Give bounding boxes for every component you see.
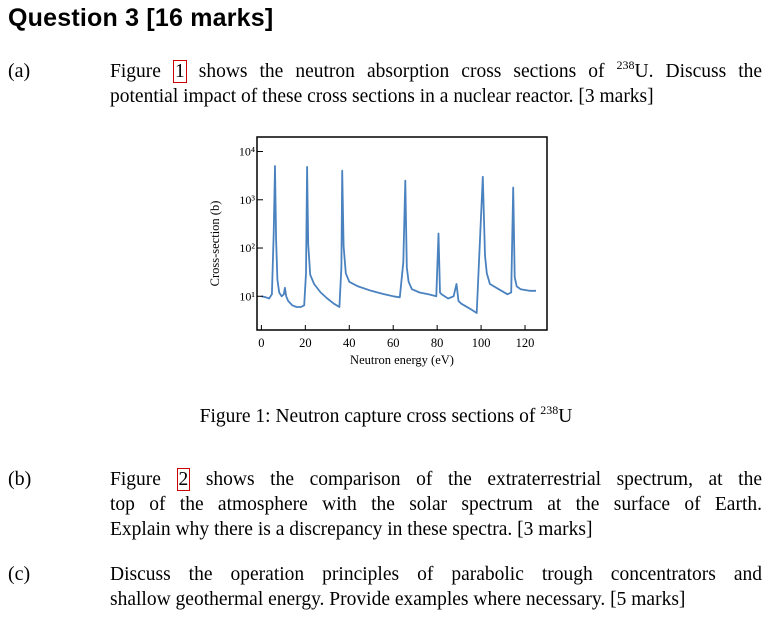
figure-1-caption: Figure 1: Neutron capture cross sections… bbox=[0, 403, 772, 428]
x-axis-label: Neutron energy (eV) bbox=[350, 353, 454, 367]
x-tick-label: 60 bbox=[387, 336, 400, 350]
part-a-label: (a) bbox=[8, 60, 31, 82]
part-c-text: Discuss the operation principles of para… bbox=[110, 562, 762, 612]
x-tick-label: 100 bbox=[472, 336, 491, 350]
part-b-line-1-end: shows the comparison of the extraterrest… bbox=[205, 469, 762, 490]
part-b-label: (b) bbox=[8, 468, 32, 490]
caption-element: U bbox=[558, 406, 573, 427]
part-a-line-1-middle: shows the neutron absorption cross secti… bbox=[198, 61, 605, 82]
part-b-line-3: Explain why there is a discrepancy in th… bbox=[110, 519, 593, 540]
y-tick-label: 10² bbox=[239, 241, 255, 255]
part-b-line-1: Figure 2 shows the comparison of the ext… bbox=[110, 467, 762, 492]
y-tick-label: 10⁴ bbox=[239, 145, 255, 159]
part-a-line-2: potential impact of these cross sections… bbox=[110, 86, 654, 107]
figure-1-reference-link[interactable]: 1 bbox=[172, 60, 187, 83]
part-a-line-1-end: U. Discuss the bbox=[634, 61, 763, 82]
x-tick-label: 40 bbox=[343, 336, 356, 350]
part-a-figure-word: Figure bbox=[110, 61, 161, 82]
part-a-text: Figure 1 shows the neutron absorption cr… bbox=[110, 59, 762, 109]
part-a-line-1: Figure 1 shows the neutron absorption cr… bbox=[110, 59, 762, 84]
part-b-figure-word: Figure bbox=[110, 469, 161, 490]
caption-isotope-superscript: 238 bbox=[540, 403, 559, 417]
question-heading: Question 3 [16 marks] bbox=[8, 4, 274, 32]
caption-text: Figure 1: Neutron capture cross sections… bbox=[199, 406, 536, 427]
series-line bbox=[261, 165, 536, 314]
y-tick-label: 10³ bbox=[239, 193, 255, 207]
x-tick-label: 0 bbox=[258, 336, 264, 350]
y-tick-label: 10¹ bbox=[239, 289, 255, 303]
x-tick-label: 120 bbox=[516, 336, 535, 350]
part-b-line-2: top of the atmosphere with the solar spe… bbox=[110, 494, 762, 515]
part-c-line-2: shallow geothermal energy. Provide examp… bbox=[110, 589, 686, 610]
part-a-isotope-superscript: 238 bbox=[616, 58, 635, 72]
x-tick-label: 80 bbox=[431, 336, 444, 350]
y-axis-label: Cross-section (b) bbox=[208, 201, 222, 287]
x-tick-label: 20 bbox=[299, 336, 312, 350]
part-c-line-1: Discuss the operation principles of para… bbox=[110, 564, 762, 585]
cross-section-chart: 0 20 40 60 80 100 120 10¹ 10² 10³ 10⁴ Neutron energ… bbox=[208, 136, 548, 367]
part-b-text: Figure 2 shows the comparison of the ext… bbox=[110, 467, 762, 542]
figure-2-reference-link[interactable]: 2 bbox=[176, 468, 191, 491]
part-c-label: (c) bbox=[8, 563, 31, 585]
plot-frame bbox=[256, 136, 548, 331]
